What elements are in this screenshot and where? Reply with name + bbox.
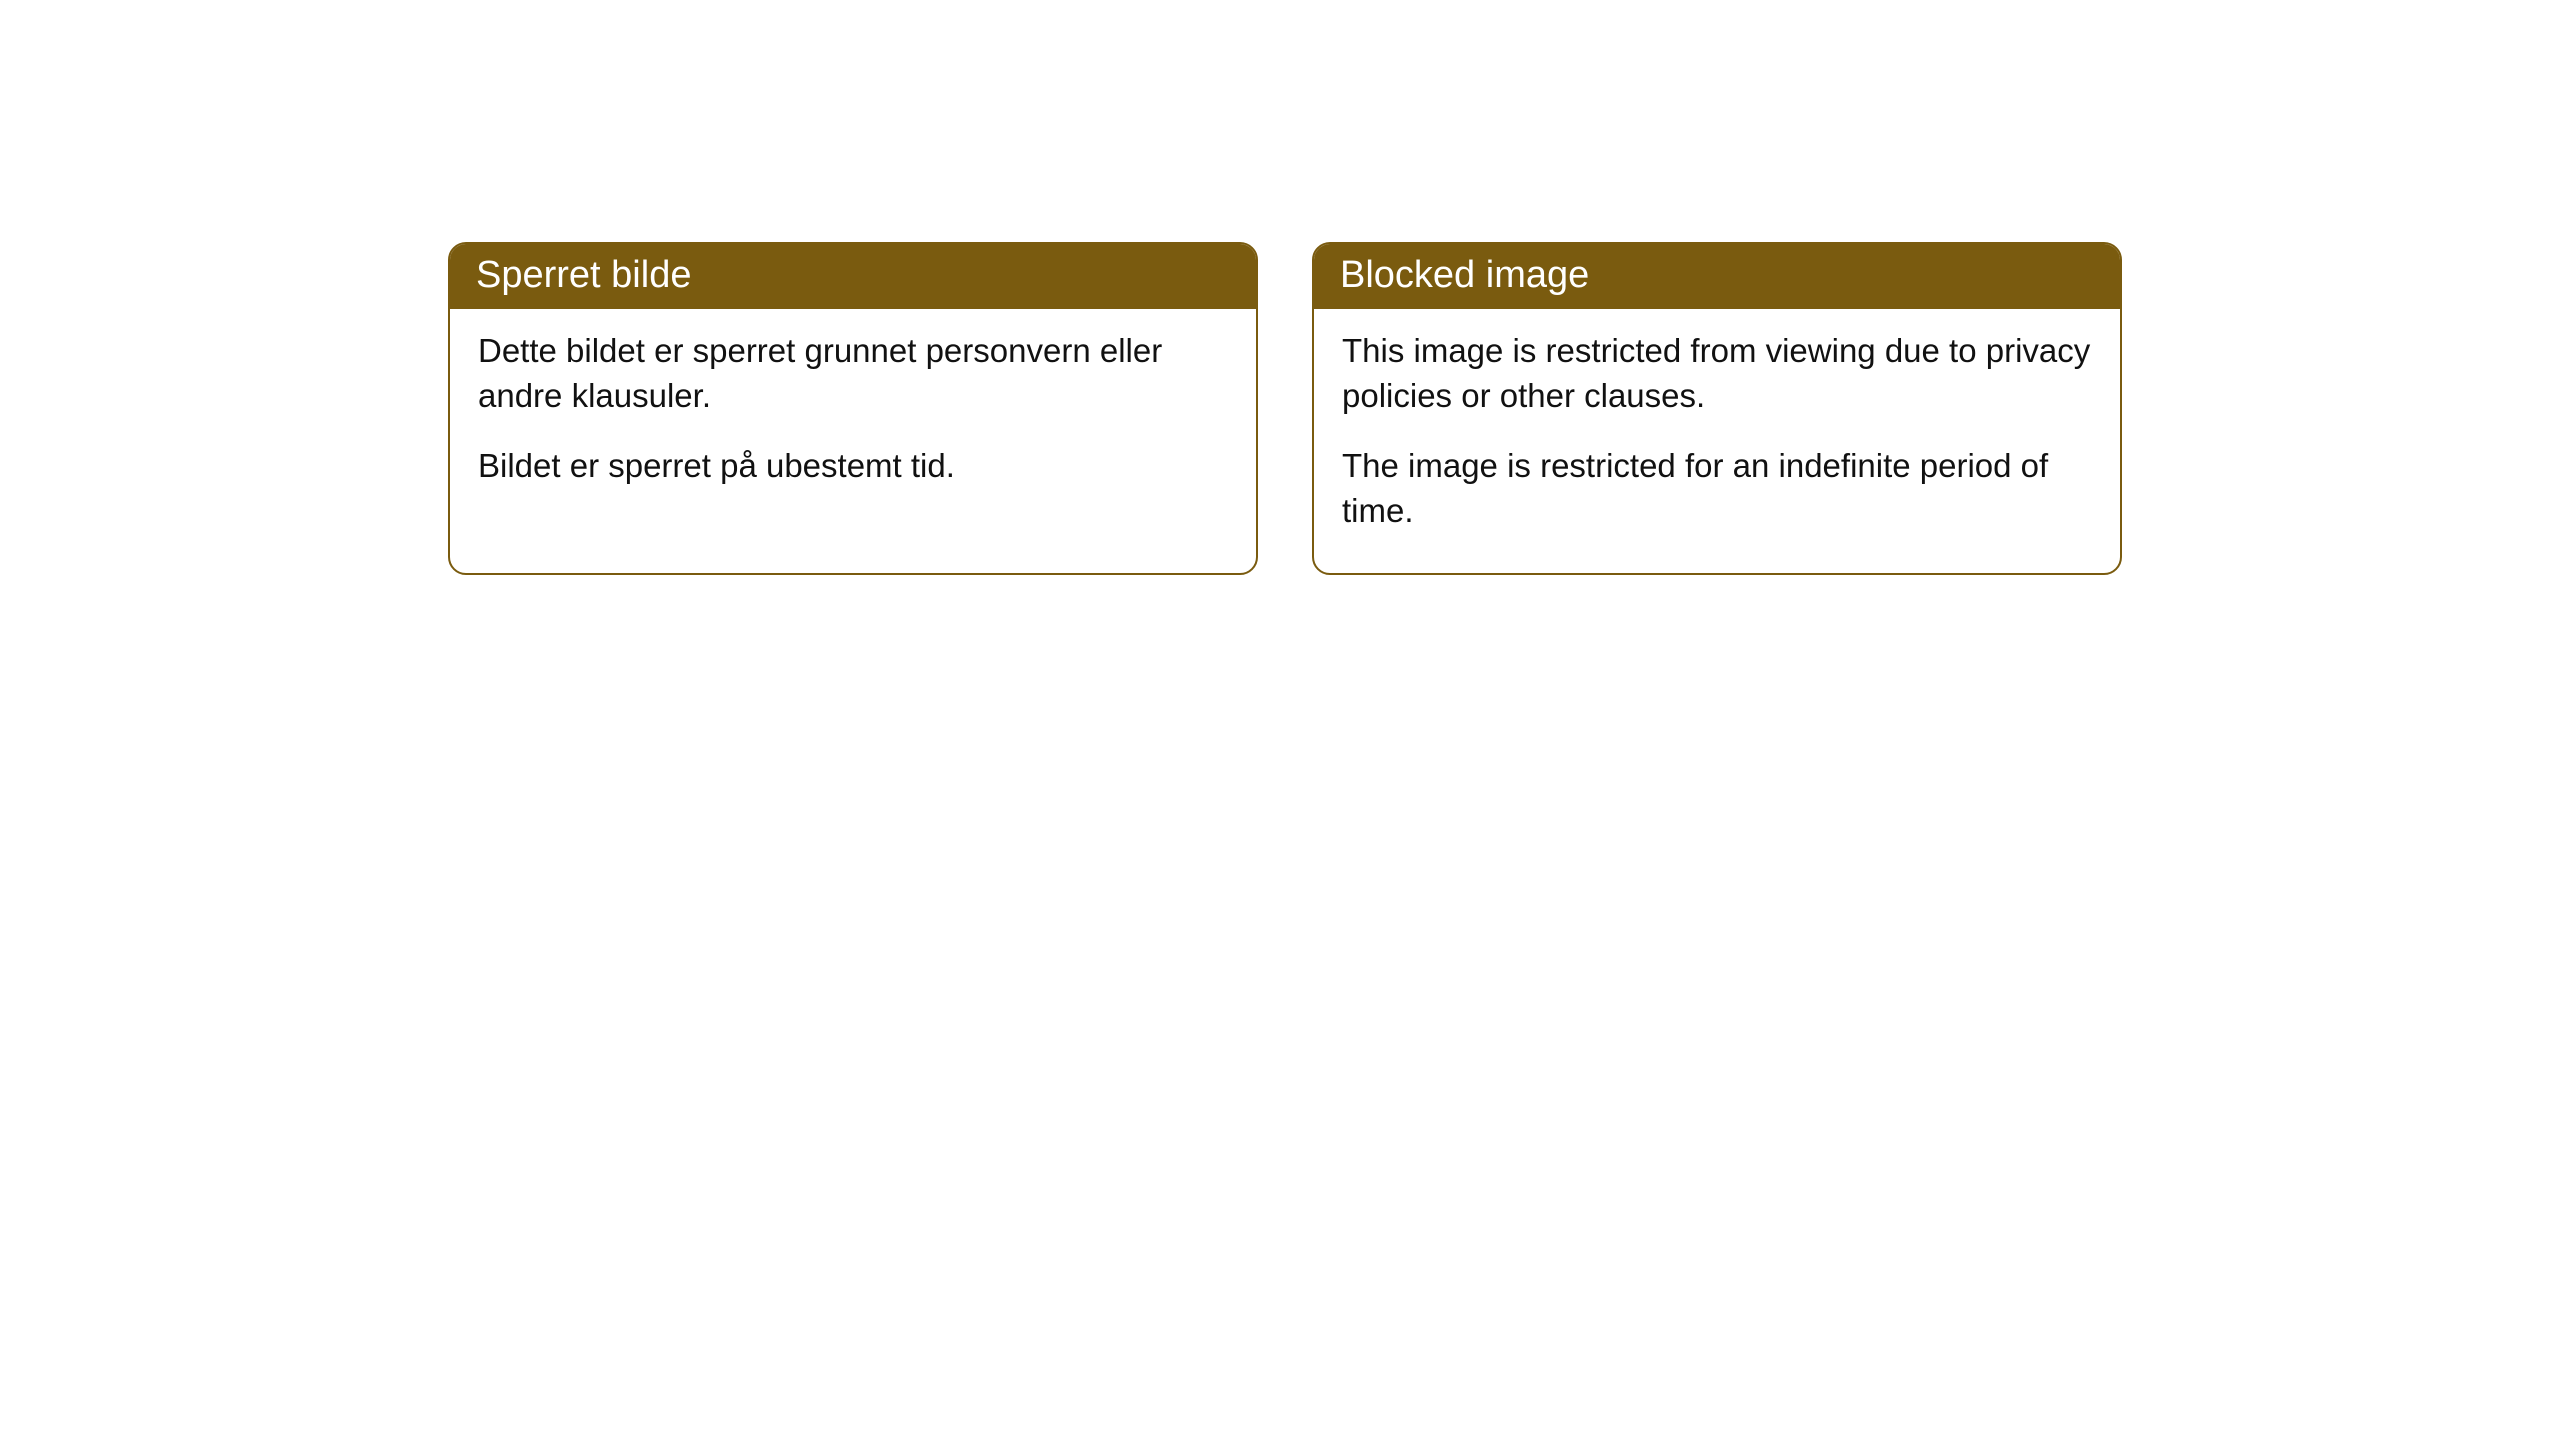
card-body-norwegian: Dette bildet er sperret grunnet personve… bbox=[450, 309, 1256, 529]
cards-container: Sperret bilde Dette bildet er sperret gr… bbox=[448, 242, 2122, 575]
card-english: Blocked image This image is restricted f… bbox=[1312, 242, 2122, 575]
card-body-english: This image is restricted from viewing du… bbox=[1314, 309, 2120, 573]
card-header-english: Blocked image bbox=[1314, 244, 2120, 309]
card-paragraph-2: Bildet er sperret på ubestemt tid. bbox=[478, 444, 1228, 489]
card-header-norwegian: Sperret bilde bbox=[450, 244, 1256, 309]
card-paragraph-1: This image is restricted from viewing du… bbox=[1342, 329, 2092, 418]
card-paragraph-1: Dette bildet er sperret grunnet personve… bbox=[478, 329, 1228, 418]
card-norwegian: Sperret bilde Dette bildet er sperret gr… bbox=[448, 242, 1258, 575]
card-paragraph-2: The image is restricted for an indefinit… bbox=[1342, 444, 2092, 533]
